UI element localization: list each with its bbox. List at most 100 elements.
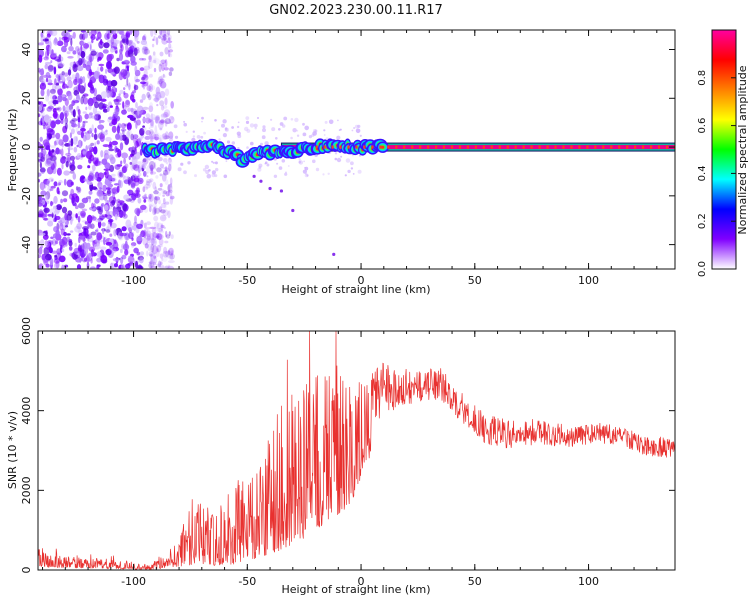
spectrogram-noise-blob	[156, 103, 159, 107]
spectrogram-noise-blob	[47, 64, 54, 73]
spectrogram-noise-blob	[45, 253, 52, 261]
spectrogram-noise-blob	[102, 144, 110, 148]
spectrogram-noise-blob	[167, 37, 171, 41]
spectrogram-noise-blob	[168, 71, 173, 77]
spectrogram-noise-blob	[141, 74, 149, 81]
spectrogram-noise-blob	[102, 228, 105, 235]
spectrogram-faint-dot	[211, 160, 214, 163]
spectrogram-noise-blob	[164, 32, 168, 41]
spectrogram-noise-blob	[87, 72, 91, 79]
spectrogram-noise-blob	[150, 169, 154, 176]
spectrogram-noise-blob	[96, 265, 100, 269]
spectrogram-noise-blob	[149, 113, 156, 121]
spectrogram-noise-blob	[167, 265, 175, 269]
carrier-high-amplitude-mark	[634, 145, 637, 149]
spectrogram-faint-dot	[303, 160, 305, 163]
spectrogram-noise-blob	[158, 206, 163, 213]
spectrogram-noise-blob	[44, 181, 47, 189]
spectrogram-noise-blob	[58, 62, 65, 67]
spectrogram-noise-blob	[153, 255, 157, 264]
spectrogram-noise-blob	[153, 136, 160, 141]
spectrogram-noise-blob	[77, 52, 81, 60]
spectrogram-noise-blob	[130, 55, 136, 64]
spectrogram-noise-blob	[66, 155, 71, 163]
spectrogram-y-axis-label: Frequency (Hz)	[6, 109, 19, 192]
spectrogram-noise-blob	[58, 149, 62, 155]
carrier-high-amplitude-mark	[602, 145, 605, 149]
spectrogram-noise-blob	[109, 164, 115, 173]
carrier-high-amplitude-mark	[331, 145, 334, 149]
spectrogram-noise-blob	[40, 239, 45, 246]
carrier-high-amplitude-mark	[339, 145, 342, 149]
spectrogram-noise-blob	[92, 157, 99, 165]
spectrogram-noise-blob	[53, 181, 58, 187]
spectrogram-noise-blob	[91, 216, 97, 221]
spectrogram-noise-blob	[77, 122, 81, 129]
spectrogram-noise-blob	[44, 241, 50, 248]
spectrogram-faint-dot	[142, 127, 147, 131]
spectrogram-noise-blob	[97, 124, 105, 130]
spectrogram-noise-blob	[38, 202, 43, 207]
spectrogram-noise-blob	[83, 134, 87, 142]
spectrogram-noise-blob	[63, 178, 67, 186]
spectrogram-noise-blob	[75, 205, 79, 210]
spectrogram-faint-dot	[357, 124, 361, 128]
spectrogram-faint-dot	[339, 128, 342, 131]
spectrogram-noise-blob	[139, 257, 144, 264]
spectrogram-noise-blob	[58, 190, 61, 195]
spectrogram-noise-blob	[117, 179, 122, 188]
spectrogram-noise-blob	[94, 240, 100, 243]
spectrogram-noise-blob	[38, 101, 41, 105]
spectrogram-faint-dot	[163, 158, 168, 163]
spectrogram-noise-blob	[71, 123, 78, 128]
spectrogram-noise-blob	[164, 166, 168, 172]
spectrogram-noise-blob	[123, 123, 130, 127]
spectrogram-noise-blob	[59, 223, 64, 231]
spectrogram-faint-dot	[336, 135, 341, 140]
spectrogram-noise-blob	[90, 142, 95, 146]
spectrogram-faint-dot	[159, 127, 163, 131]
carrier-high-amplitude-mark	[554, 145, 557, 149]
spectrogram-noise-blob	[59, 205, 62, 210]
spectrogram-noise-blob	[114, 214, 118, 221]
spectrogram-stray-dot	[259, 179, 263, 183]
spectrogram-noise-blob	[164, 88, 170, 97]
spectrogram-faint-dot	[264, 162, 267, 165]
spectrogram-noise-blob	[92, 75, 95, 83]
spectrogram-noise-blob	[40, 34, 46, 44]
carrier-high-amplitude-mark	[490, 145, 493, 149]
spectrogram-noise-blob	[50, 185, 56, 189]
spectrogram-noise-blob	[40, 81, 47, 90]
spectrogram-noise-blob	[164, 120, 168, 127]
spectrogram-noise-blob	[48, 133, 52, 140]
spectrogram-noise-blob	[61, 206, 68, 214]
spectrogram-noise-blob	[112, 208, 119, 217]
spectrogram-noise-blob	[141, 76, 145, 81]
spectrogram-noise-blob	[143, 199, 147, 203]
y-tick-label: 0	[20, 567, 33, 574]
spectrogram-noise-blob	[143, 229, 147, 239]
spectrogram-noise-blob	[109, 233, 113, 237]
spectrogram-noise-blob	[63, 170, 70, 176]
spectrogram-noise-blob	[93, 70, 100, 80]
spectrogram-faint-dot	[222, 119, 227, 124]
spectrogram-noise-blob	[168, 43, 172, 49]
spectrogram-noise-blob	[38, 213, 43, 218]
spectrogram-faint-dot	[298, 158, 301, 161]
spectrogram-faint-dot	[281, 159, 286, 163]
spectrogram-noise-blob	[56, 73, 59, 82]
spectrogram-noise-blob	[157, 76, 163, 85]
spectrogram-noise-blob	[81, 208, 88, 212]
spectrogram-noise-blob	[143, 74, 148, 78]
spectrogram-noise-blob	[170, 234, 174, 240]
spectrogram-faint-dot	[351, 129, 354, 132]
spectrogram-noise-blob	[98, 63, 105, 67]
spectrogram-noise-blob	[50, 200, 53, 207]
spectrogram-noise-blob	[83, 246, 89, 255]
spectrogram-noise-blob	[159, 63, 163, 67]
spectrogram-noise-blob	[53, 205, 57, 210]
spectrogram-noise-blob	[153, 133, 157, 139]
y-tick-label: 4000	[20, 397, 33, 425]
spectrogram-noise-blob	[102, 184, 107, 192]
spectrogram-faint-dot	[334, 157, 338, 161]
